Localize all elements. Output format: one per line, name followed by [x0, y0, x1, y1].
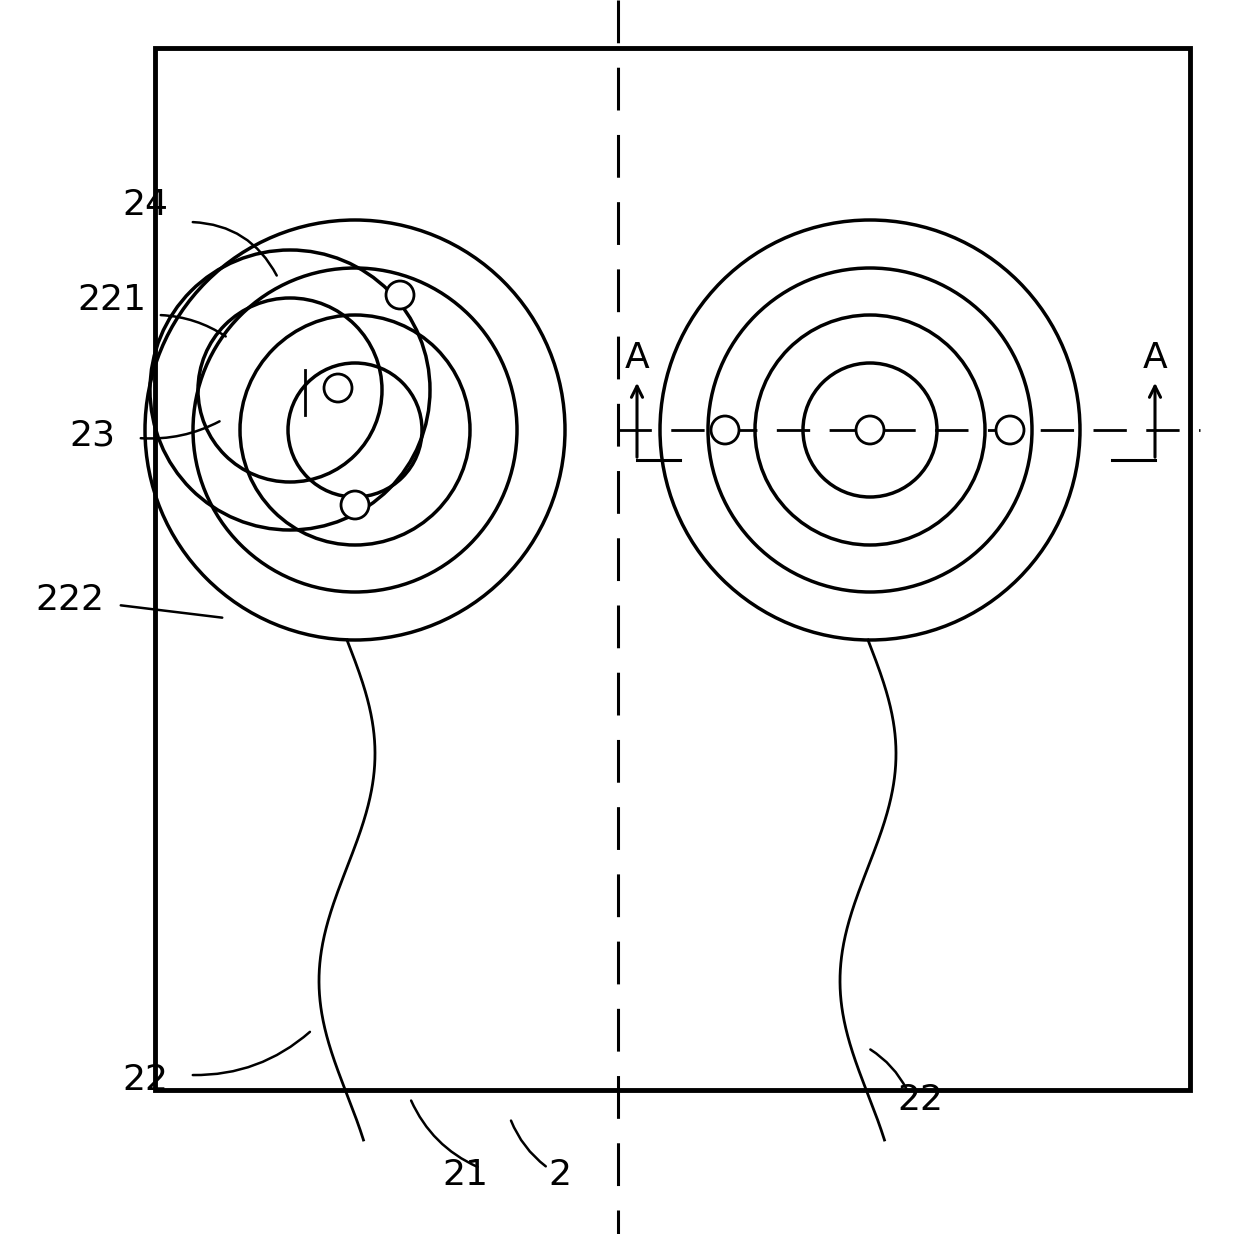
- Text: 22: 22: [122, 1062, 167, 1097]
- Text: 24: 24: [122, 188, 167, 222]
- Text: 221: 221: [77, 283, 146, 317]
- Bar: [155, 48, 1190, 1090]
- Circle shape: [386, 281, 414, 308]
- Text: 21: 21: [441, 1157, 489, 1192]
- Circle shape: [711, 416, 739, 444]
- Circle shape: [856, 416, 884, 444]
- Text: 22: 22: [897, 1083, 942, 1117]
- Text: A: A: [625, 341, 650, 375]
- Text: A: A: [1142, 341, 1167, 375]
- Text: 2: 2: [548, 1157, 572, 1192]
- Circle shape: [996, 416, 1024, 444]
- Circle shape: [324, 374, 352, 402]
- Circle shape: [341, 491, 370, 520]
- Text: 23: 23: [69, 418, 115, 452]
- Text: 222: 222: [36, 582, 104, 617]
